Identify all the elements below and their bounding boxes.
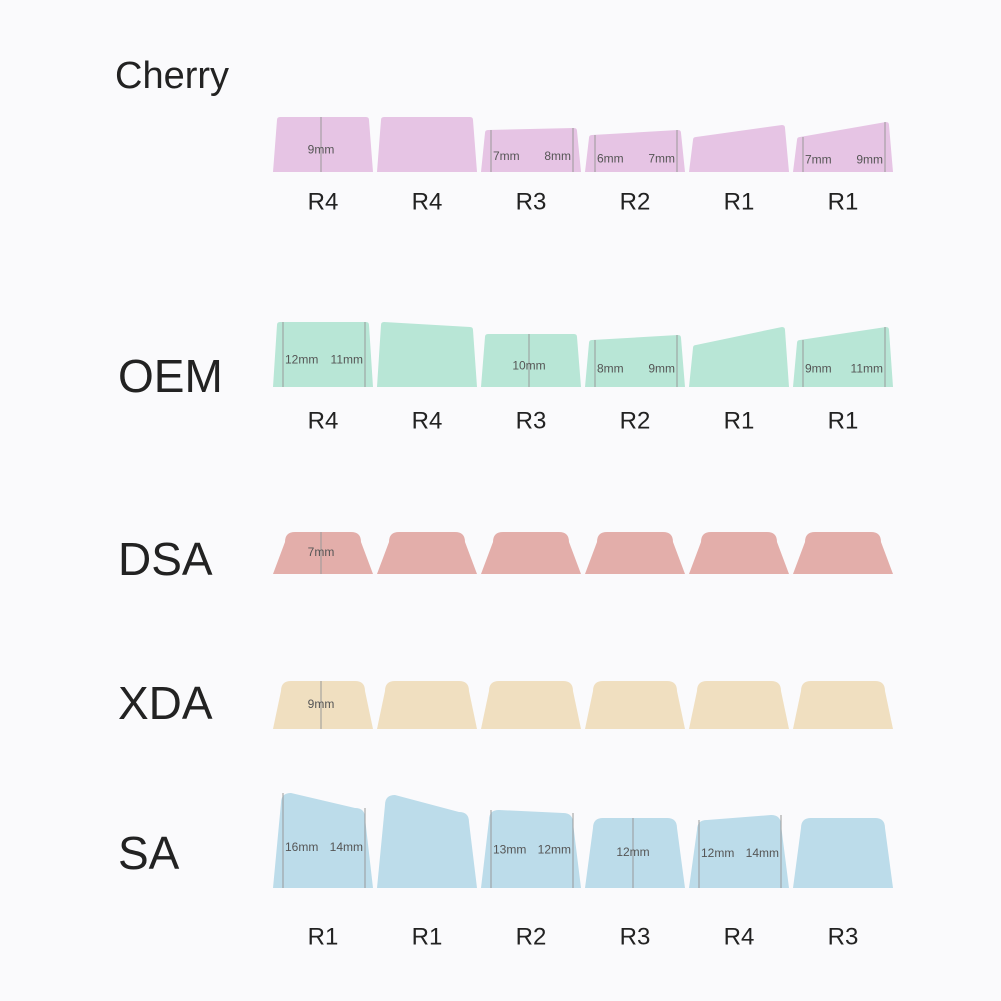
profile-name: DSA xyxy=(118,533,213,585)
row-label: R2 xyxy=(620,407,651,434)
measure-label: 13mm xyxy=(493,843,526,857)
keycap xyxy=(481,532,581,574)
keycap xyxy=(481,334,581,387)
measure-label: 9mm xyxy=(856,153,883,167)
keycap xyxy=(273,117,373,172)
keycap xyxy=(481,681,581,729)
keycap xyxy=(793,122,893,172)
keycap xyxy=(689,532,789,574)
profile-name: Cherry xyxy=(115,55,229,97)
row-label: R4 xyxy=(308,407,339,434)
profile-name: OEM xyxy=(118,350,223,402)
measure-label: 9mm xyxy=(308,697,335,711)
measure-label: 12mm xyxy=(285,353,318,367)
keycap xyxy=(689,681,789,729)
keycap xyxy=(585,335,685,387)
measure-label: 6mm xyxy=(597,152,624,166)
keycap xyxy=(273,532,373,574)
keycap xyxy=(793,818,893,888)
row-label: R4 xyxy=(412,188,443,215)
measure-label: 7mm xyxy=(308,545,335,559)
keycap xyxy=(273,681,373,729)
measure-label: 7mm xyxy=(648,152,675,166)
keycap xyxy=(377,795,477,888)
measure-label: 9mm xyxy=(805,362,832,376)
keycap xyxy=(585,130,685,172)
keycap xyxy=(585,818,685,888)
measure-label: 9mm xyxy=(648,362,675,376)
keycap xyxy=(793,532,893,574)
row-label: R2 xyxy=(620,188,651,215)
row-label: R4 xyxy=(412,407,443,434)
keycap xyxy=(377,117,477,172)
row-label: R4 xyxy=(308,188,339,215)
row-label: R2 xyxy=(516,923,547,950)
keycap xyxy=(377,681,477,729)
measure-label: 12mm xyxy=(616,845,649,859)
measure-label: 16mm xyxy=(285,840,318,854)
measure-label: 8mm xyxy=(597,362,624,376)
row-label: R3 xyxy=(620,923,651,950)
row-label: R3 xyxy=(516,188,547,215)
measure-label: 12mm xyxy=(701,846,734,860)
row-label: R4 xyxy=(724,923,755,950)
row-label: R1 xyxy=(308,923,339,950)
measure-label: 14mm xyxy=(330,840,363,854)
keycap xyxy=(273,322,373,387)
keycap xyxy=(481,810,581,888)
row-label: R1 xyxy=(828,188,859,215)
keycap xyxy=(793,327,893,387)
keycap xyxy=(793,681,893,729)
keycap xyxy=(689,125,789,172)
profile-name: SA xyxy=(118,827,180,879)
keycap xyxy=(585,681,685,729)
keycap xyxy=(481,128,581,172)
row-label: R1 xyxy=(724,407,755,434)
measure-label: 7mm xyxy=(493,149,520,163)
row-label: R1 xyxy=(724,188,755,215)
keycap xyxy=(689,327,789,387)
row-label: R1 xyxy=(412,923,443,950)
keycap xyxy=(585,532,685,574)
measure-label: 7mm xyxy=(805,153,832,167)
measure-label: 11mm xyxy=(331,353,363,367)
row-label: R1 xyxy=(828,407,859,434)
keycap xyxy=(377,322,477,387)
keycap xyxy=(689,815,789,888)
measure-label: 14mm xyxy=(746,846,779,860)
keycap xyxy=(273,793,373,888)
row-label: R3 xyxy=(516,407,547,434)
keycap xyxy=(377,532,477,574)
measure-label: 9mm xyxy=(308,143,335,157)
row-label: R3 xyxy=(828,923,859,950)
measure-label: 8mm xyxy=(544,149,571,163)
measure-label: 10mm xyxy=(512,359,545,373)
profile-name: XDA xyxy=(118,677,213,729)
measure-label: 12mm xyxy=(538,843,571,857)
measure-label: 11mm xyxy=(851,362,883,376)
